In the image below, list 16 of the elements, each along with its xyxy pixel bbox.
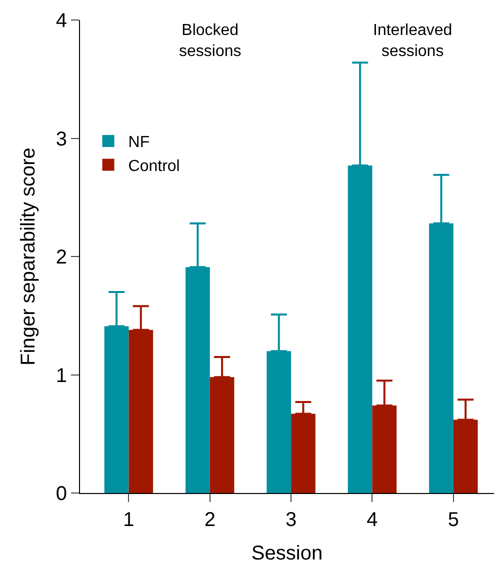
y-axis-title: Finger separability score [17,148,40,366]
y-tick-label: 2 [56,246,67,268]
x-tick-label: 5 [448,509,459,531]
y-tick-label: 1 [56,364,67,387]
legend-label: NF [128,134,150,152]
x-axis-title: Session [251,542,323,564]
x-tick-label: 4 [366,509,378,531]
y-tick-label: 0 [56,483,67,505]
annotation: Interleaved sessions [373,22,452,60]
x-tick-label: 2 [204,509,216,531]
legend-label: Control [128,158,180,175]
y-tick-label: 4 [56,10,67,32]
x-tick-label: 3 [285,509,297,531]
x-tick-label: 1 [123,509,134,531]
annotation: Blocked sessions [179,22,242,60]
y-tick-label: 3 [56,128,67,150]
